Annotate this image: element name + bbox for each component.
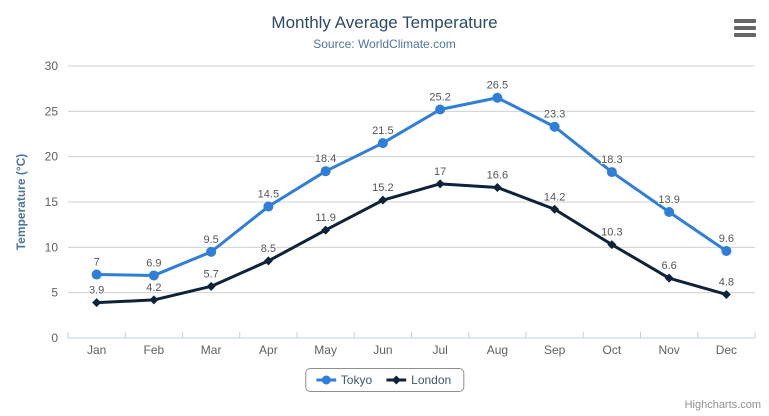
london-data-point[interactable]: [321, 225, 331, 235]
x-axis-label: Feb: [144, 343, 165, 357]
london-data-point[interactable]: [664, 273, 674, 283]
data-label: 6.9: [146, 257, 161, 269]
data-label: 25.2: [429, 92, 450, 104]
london-data-point[interactable]: [149, 295, 159, 305]
tokyo-data-point[interactable]: [91, 269, 102, 280]
data-label: 15.2: [372, 182, 393, 194]
data-label: 9.6: [719, 233, 734, 245]
london-diamond-marker-icon: [386, 375, 407, 385]
hamburger-bar: [734, 26, 756, 30]
tokyo-data-point[interactable]: [148, 270, 159, 281]
tokyo-data-point[interactable]: [664, 206, 675, 217]
london-data-point[interactable]: [378, 195, 388, 205]
data-label: 16.6: [487, 169, 508, 181]
x-axis-label: Oct: [603, 343, 622, 357]
y-axis-label: 10: [45, 240, 59, 254]
data-label: 26.5: [487, 80, 508, 92]
tokyo-data-point[interactable]: [377, 138, 388, 149]
tokyo-data-point[interactable]: [320, 166, 331, 177]
london-data-point[interactable]: [607, 240, 617, 250]
x-axis-label: Aug: [487, 343, 508, 357]
legend-item-london[interactable]: London: [386, 373, 451, 387]
x-axis-label: Jan: [87, 343, 106, 357]
data-label: 21.5: [372, 125, 393, 137]
y-axis-label: 0: [51, 331, 58, 345]
data-label: 6.6: [661, 260, 676, 272]
london-data-point[interactable]: [721, 289, 731, 299]
data-label: 9.5: [203, 234, 218, 246]
x-axis-label: May: [314, 343, 337, 357]
data-label: 17: [434, 166, 446, 178]
tokyo-data-point[interactable]: [435, 104, 446, 115]
tokyo-data-point[interactable]: [263, 201, 274, 212]
x-axis-label: Sep: [544, 343, 566, 357]
legend-label-tokyo: Tokyo: [340, 373, 373, 387]
data-label: 18.4: [315, 153, 336, 165]
chart-subtitle: Source: WorldClimate.com: [313, 37, 456, 51]
london-data-point[interactable]: [92, 298, 102, 308]
london-data-point[interactable]: [435, 179, 445, 189]
london-data-point[interactable]: [206, 281, 216, 291]
legend-item-tokyo[interactable]: Tokyo: [315, 373, 373, 387]
data-label: 3.9: [89, 285, 104, 297]
credits-link[interactable]: Highcharts.com: [684, 399, 761, 411]
london-data-point[interactable]: [263, 256, 273, 266]
y-axis-label: 30: [45, 59, 59, 73]
data-label: 4.2: [146, 282, 161, 294]
chart-title: Monthly Average Temperature: [271, 13, 498, 32]
data-label: 5.7: [203, 268, 218, 280]
hamburger-bar: [734, 33, 756, 37]
x-axis-label: Nov: [658, 343, 679, 357]
tokyo-circle-marker-icon: [315, 375, 336, 385]
london-data-point[interactable]: [492, 182, 502, 192]
london-series-line: [95, 182, 728, 305]
x-axis-label: Jul: [432, 343, 447, 357]
legend-label-london: London: [411, 373, 452, 387]
data-label: 14.5: [258, 189, 279, 201]
x-axis-label: Apr: [259, 343, 278, 357]
tokyo-data-point[interactable]: [492, 92, 503, 103]
y-axis-label: 15: [45, 195, 59, 209]
x-axis-label: Mar: [201, 343, 222, 357]
y-axis-label: 20: [45, 150, 59, 164]
london-data-point[interactable]: [550, 204, 560, 214]
y-axis-label: 25: [45, 104, 59, 118]
data-label: 18.3: [601, 154, 622, 166]
data-label: 14.2: [544, 191, 565, 203]
data-label: 13.9: [658, 194, 679, 206]
x-axis-label: Dec: [716, 343, 737, 357]
tokyo-data-point[interactable]: [549, 121, 560, 132]
y-axis-title: Temperature (°C): [14, 154, 28, 251]
tokyo-series-line: [95, 96, 728, 277]
tokyo-data-point[interactable]: [606, 167, 617, 178]
tokyo-data-point[interactable]: [721, 245, 732, 256]
data-label: 8.5: [261, 243, 276, 255]
x-axis-label: Jun: [373, 343, 392, 357]
data-label: 11.9: [315, 212, 336, 224]
data-label: 10.3: [601, 227, 622, 239]
legend: Tokyo London: [304, 368, 465, 392]
hamburger-icon[interactable]: [734, 19, 756, 37]
data-label: 4.8: [719, 276, 734, 288]
data-label: 7: [94, 257, 100, 269]
y-axis-label: 5: [51, 286, 58, 300]
data-label: 23.3: [544, 109, 565, 121]
hamburger-bar: [734, 19, 756, 23]
tokyo-data-point[interactable]: [206, 246, 217, 257]
